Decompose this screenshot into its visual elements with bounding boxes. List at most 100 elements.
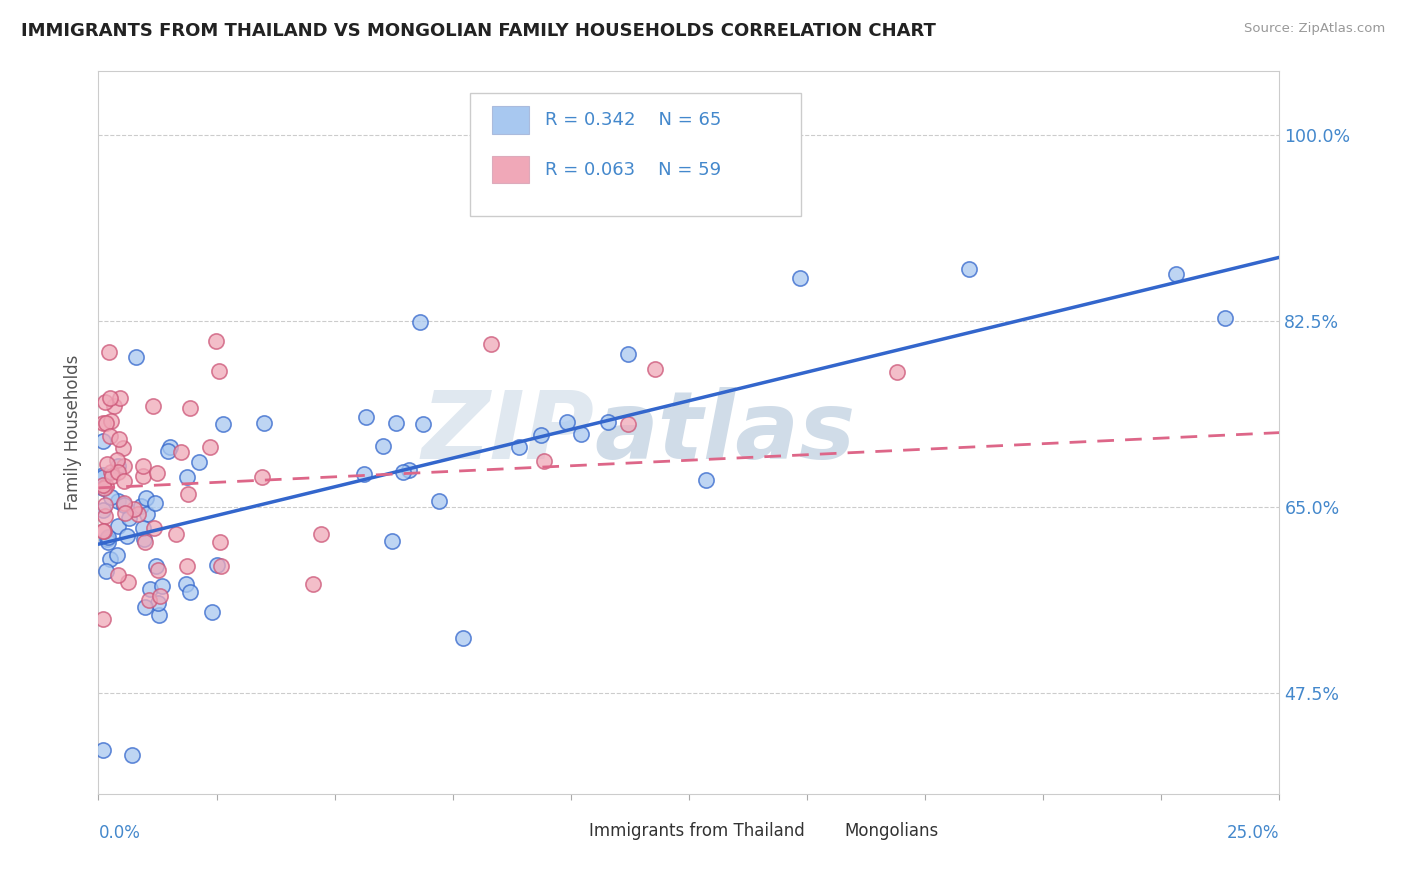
Point [373,438,395,452]
Point [188,455,211,469]
Point [139,582,162,596]
Point [176,559,198,574]
Point [159,440,181,454]
Point [617,347,640,361]
Point [107,518,129,533]
Point [112,498,135,512]
Point [97,530,120,544]
Point [132,521,155,535]
Point [117,574,139,589]
Point [142,520,165,534]
FancyBboxPatch shape [807,822,837,841]
Point [94,498,117,512]
Point [98,391,121,405]
Point [121,747,143,762]
Point [107,459,129,474]
Point [136,507,159,521]
FancyBboxPatch shape [471,93,801,216]
Point [115,529,138,543]
Point [302,576,325,591]
Point [134,599,156,614]
Point [97,535,120,549]
Point [152,579,174,593]
Point [107,494,129,508]
Text: atlas: atlas [595,386,856,479]
Point [93,524,115,539]
Point [91,468,114,483]
Point [135,491,157,505]
Point [165,526,187,541]
Point [91,611,114,625]
Point [132,468,155,483]
Point [110,391,132,405]
Point [91,524,114,538]
Point [112,495,135,509]
Point [209,534,232,549]
Point [91,503,114,517]
Point [207,558,229,573]
Point [94,394,117,409]
Point [170,444,193,458]
Point [250,469,273,483]
Point [789,271,811,285]
Text: 0.0%: 0.0% [98,823,141,842]
Point [91,470,114,484]
Text: Source: ZipAtlas.com: Source: ZipAtlas.com [1244,22,1385,36]
Text: ZIP: ZIP [422,386,595,479]
Point [132,533,155,547]
Point [112,475,135,489]
Point [98,345,121,359]
Point [252,417,274,431]
Text: IMMIGRANTS FROM THAILAND VS MONGOLIAN FAMILY HOUSEHOLDS CORRELATION CHART: IMMIGRANTS FROM THAILAND VS MONGOLIAN FA… [21,22,936,40]
Point [98,428,121,442]
Point [146,563,169,577]
Point [177,487,200,501]
Point [412,417,434,431]
Point [409,315,432,329]
Point [100,490,122,504]
Point [157,443,180,458]
Point [149,589,172,603]
Point [93,481,115,495]
Point [100,466,122,480]
Y-axis label: Family Households: Family Households [65,355,83,510]
Point [94,479,117,493]
Point [391,465,413,479]
Point [142,399,165,413]
Point [114,507,136,521]
Point [132,458,155,473]
Point [1213,310,1236,325]
Point [118,511,141,525]
Point [127,508,149,522]
Point [124,501,146,516]
Point [533,454,555,468]
Point [107,433,129,447]
Point [198,441,221,455]
Point [557,415,579,429]
Point [112,441,135,455]
Point [209,559,232,574]
Point [398,463,420,477]
Text: Immigrants from Thailand: Immigrants from Thailand [589,822,804,840]
Point [176,470,198,484]
Point [200,605,222,619]
Point [134,534,156,549]
Point [205,334,228,348]
Point [100,414,122,428]
Point [380,533,402,548]
Point [146,466,169,480]
Point [138,593,160,607]
Text: R = 0.342    N = 65: R = 0.342 N = 65 [546,112,721,129]
Point [105,548,128,562]
Point [100,552,122,566]
Point [91,416,114,430]
Point [530,427,553,442]
Point [148,607,170,622]
Point [385,416,408,430]
Text: 25.0%: 25.0% [1227,823,1279,842]
Point [427,494,450,508]
Point [208,364,231,378]
Point [91,478,114,492]
Point [105,453,128,467]
Point [148,596,170,610]
